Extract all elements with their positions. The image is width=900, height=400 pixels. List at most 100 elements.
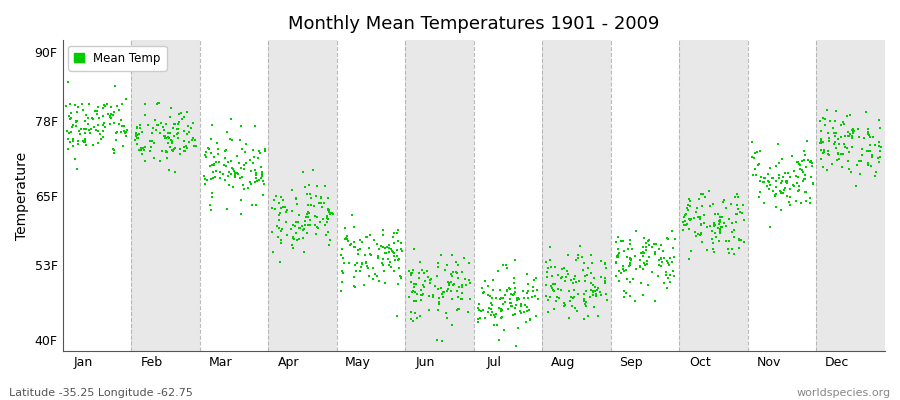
Point [280,207,294,213]
Point [635,292,650,298]
Point [451,275,465,281]
Point [243,179,257,185]
Point [522,306,536,313]
Point [666,268,680,274]
Point [60,146,75,152]
Point [623,256,637,262]
Point [505,303,519,310]
Point [247,154,261,160]
Point [271,234,285,240]
Point [356,239,370,246]
Point [773,188,788,194]
Point [495,301,509,307]
Point [292,212,307,218]
Point [403,270,418,276]
Point [616,266,630,272]
Point [770,184,784,190]
Point [253,150,267,156]
Point [763,165,778,171]
Point [339,233,354,239]
Point [313,194,328,200]
Point [805,160,819,166]
Point [254,164,268,170]
Point [611,268,625,274]
Point [158,135,173,142]
Point [170,120,184,127]
Point [652,257,667,263]
Point [798,152,813,158]
Point [472,300,486,307]
Point [382,259,397,266]
Point [860,128,875,135]
Point [676,218,690,225]
Point [233,175,248,182]
Point [285,234,300,241]
Point [212,159,226,165]
Point [771,160,786,166]
Point [598,265,613,271]
Point [713,226,727,232]
Point [278,204,293,210]
Bar [337,40,405,351]
Point [95,122,110,128]
Point [844,144,859,150]
Point [415,292,429,298]
Point [226,183,240,190]
Point [689,209,704,215]
Point [303,222,318,228]
Point [527,292,542,299]
Point [117,123,131,130]
Point [567,294,581,300]
Point [463,296,477,302]
Point [66,122,80,128]
Point [665,228,680,234]
Point [682,198,697,204]
Point [788,198,803,204]
Point [487,322,501,328]
Point [714,219,728,225]
Point [78,138,93,144]
Point [445,273,459,279]
Point [677,214,691,220]
Point [203,150,218,157]
Point [748,150,762,156]
Point [314,195,328,201]
Point [854,158,868,164]
Point [302,191,317,198]
Point [528,313,543,319]
Point [210,140,224,146]
Point [130,125,144,132]
Point [579,303,593,309]
Point [622,262,636,269]
Point [644,244,659,251]
Point [419,268,434,274]
Point [206,174,220,181]
Point [220,206,234,212]
Point [765,175,779,182]
Point [162,166,176,173]
Point [223,136,238,142]
Point [270,222,284,229]
Point [161,140,176,146]
Point [638,262,652,268]
Point [780,169,795,176]
Point [846,126,860,132]
Point [768,192,782,198]
Point [234,197,248,203]
Point [500,288,515,294]
Point [188,143,202,149]
Point [580,313,595,319]
Point [184,125,198,131]
Point [504,291,518,298]
Point [715,224,729,230]
Point [494,306,508,312]
Point [296,226,310,232]
Point [429,272,444,279]
Point [91,104,105,110]
Point [594,258,608,264]
Point [774,207,788,213]
Point [159,148,174,154]
Point [660,235,674,241]
Point [843,168,858,175]
Point [507,291,521,298]
